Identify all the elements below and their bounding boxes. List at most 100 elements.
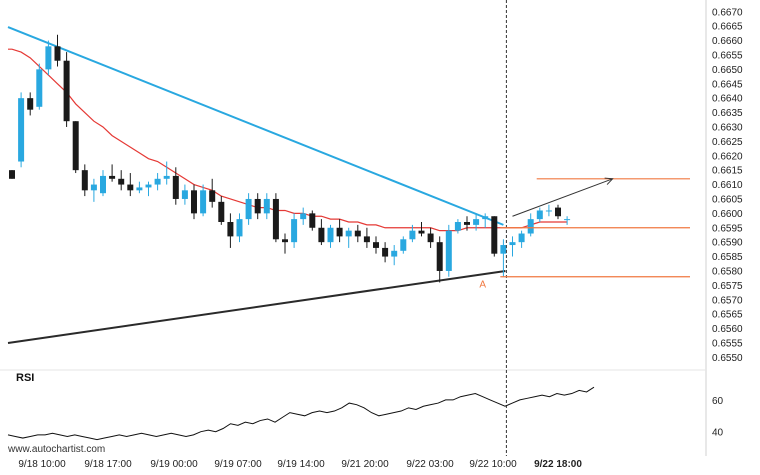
y-tick-label: 0.6600: [712, 209, 743, 220]
candle-body: [418, 230, 425, 234]
candle: [227, 213, 234, 248]
watermark: www.autochartist.com: [7, 444, 105, 455]
candle: [318, 219, 325, 246]
y-tick-label: 0.6655: [712, 50, 743, 61]
candle-body: [363, 236, 370, 243]
candle-body: [491, 216, 498, 254]
candle: [181, 184, 188, 205]
candle-body: [163, 175, 170, 179]
candle-body: [218, 201, 225, 222]
candle-body: [172, 175, 179, 199]
candles: [9, 34, 571, 283]
y-tick-label: 0.6650: [712, 65, 743, 76]
candle: [200, 184, 207, 217]
candle-body: [236, 219, 243, 237]
candle-body: [72, 121, 79, 171]
price-axis: 0.6670 0.6665 0.6660 0.6655 0.6650 0.6645 0.66…: [712, 7, 743, 364]
time-axis: 9/18 10:00 9/18 17:00 9/19 00:00 9/19 07:00…: [18, 459, 582, 470]
candle-body: [291, 219, 298, 243]
candle: [436, 236, 443, 283]
x-tick-label: 9/18 17:00: [84, 459, 132, 470]
candle: [163, 161, 170, 185]
candle-body: [109, 175, 116, 179]
candle: [427, 227, 434, 248]
y-tick-label: 0.6660: [712, 36, 743, 47]
candle: [263, 193, 270, 220]
candle-body: [45, 46, 52, 70]
candle-body: [27, 98, 34, 110]
candle: [382, 242, 389, 263]
candle-body: [282, 239, 288, 243]
candle: [9, 170, 15, 179]
candle-body: [545, 210, 552, 212]
candle-body: [263, 198, 270, 214]
candle-body: [527, 219, 534, 234]
candle-body: [191, 190, 197, 214]
candle: [127, 173, 134, 197]
candle: [482, 213, 489, 228]
candle-body: [409, 230, 416, 240]
y-tick-label: 0.6645: [712, 79, 743, 90]
candle: [555, 204, 561, 220]
breakout-label: A: [479, 280, 486, 291]
candle-body: [127, 184, 134, 191]
candle: [300, 207, 307, 225]
candle: [509, 236, 516, 257]
candle: [445, 224, 452, 277]
candle: [118, 170, 125, 191]
y-tick-label: 0.6605: [712, 194, 743, 205]
y-tick-label: 0.6590: [712, 238, 743, 249]
candle: [100, 170, 106, 197]
y-tick-label: 0.6610: [712, 180, 743, 191]
y-tick-label: 0.6555: [712, 338, 743, 349]
candle-body: [136, 187, 143, 191]
candle: [27, 92, 34, 116]
candle-body: [345, 230, 352, 237]
candle: [136, 181, 143, 194]
candle: [236, 213, 243, 243]
candle: [18, 92, 25, 168]
candle: [500, 239, 507, 277]
candle-body: [509, 242, 516, 246]
candle-body: [300, 213, 307, 220]
candle: [527, 213, 534, 237]
candle-body: [500, 245, 507, 254]
y-tick-label: 0.6640: [712, 94, 743, 105]
moving-average-line: [8, 48, 568, 232]
rsi-tick-label: 60: [712, 396, 724, 407]
x-tick-label: 9/22 18:00: [534, 459, 582, 470]
candle-body: [445, 230, 452, 271]
rsi-panel: RSI 60 40: [7, 372, 724, 441]
candle-body: [464, 222, 470, 225]
candle: [145, 181, 152, 197]
x-tick-label: 9/19 14:00: [277, 459, 325, 470]
candle: [54, 34, 61, 67]
candle: [63, 52, 70, 127]
candle: [309, 210, 316, 231]
candle: [36, 63, 43, 110]
candle-body: [354, 230, 361, 237]
candle: [391, 245, 398, 266]
candle-body: [327, 227, 334, 243]
candle-body: [145, 184, 152, 188]
candle: [45, 40, 52, 76]
candle-body: [564, 219, 571, 221]
x-tick-label: 9/22 03:00: [406, 459, 454, 470]
forecast-arrow-head: [604, 177, 614, 185]
y-tick-label: 0.6580: [712, 266, 743, 277]
candle-body: [118, 178, 125, 185]
candle: [400, 236, 407, 254]
x-tick-label: 9/19 00:00: [150, 459, 198, 470]
candle: [327, 224, 334, 248]
y-tick-label: 0.6670: [712, 7, 743, 18]
candle: [109, 164, 116, 182]
candle: [464, 216, 470, 231]
candle: [354, 224, 361, 243]
x-tick-label: 9/19 07:00: [214, 459, 262, 470]
candle: [564, 216, 571, 225]
candle: [336, 219, 343, 243]
candle: [473, 213, 480, 231]
trend-lines: [7, 26, 506, 344]
candle: [245, 193, 252, 225]
candle: [409, 224, 416, 243]
